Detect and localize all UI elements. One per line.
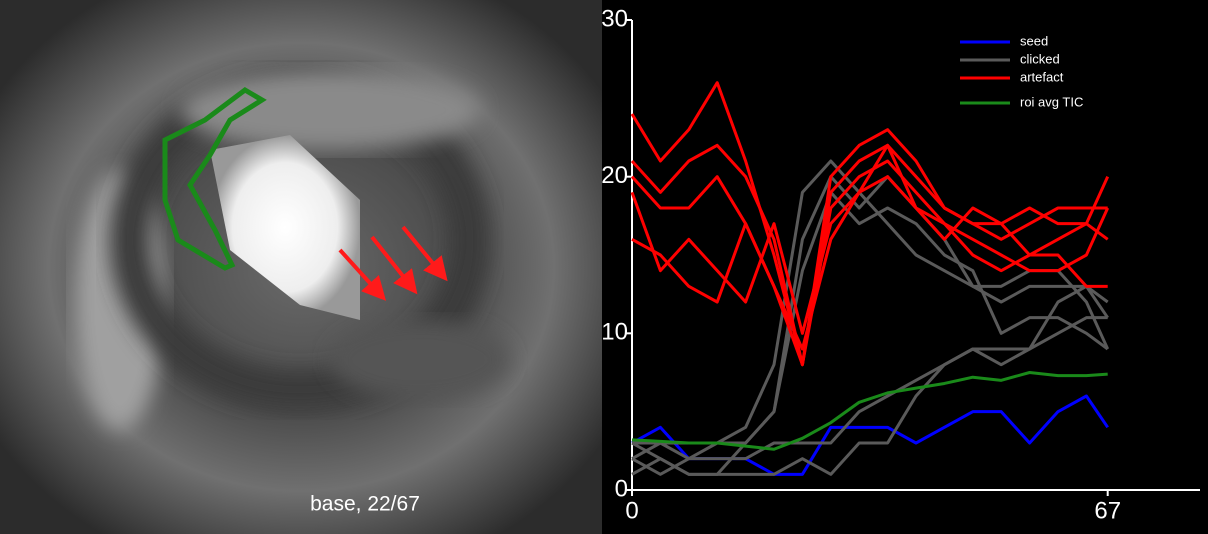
legend-label: roi avg TIC — [1020, 94, 1083, 109]
series-line — [630, 81, 1108, 367]
series-line — [632, 316, 1108, 461]
x-tick-label: 67 — [1094, 497, 1121, 524]
x-tick-label: 0 — [625, 497, 638, 524]
mri-image: base, 22/67 — [0, 0, 602, 534]
series-line — [631, 284, 1109, 476]
series-line — [631, 143, 1110, 351]
y-tick-label: 10 — [601, 319, 628, 346]
y-tick-label: 20 — [601, 162, 628, 189]
image-label: base, 22/67 — [310, 493, 420, 516]
y-tick-label: 0 — [615, 475, 628, 502]
series-line — [630, 175, 1110, 335]
series-line — [631, 371, 1108, 451]
legend-label: clicked — [1020, 51, 1060, 66]
series-line — [630, 143, 1108, 367]
legend-label: seed — [1020, 33, 1048, 48]
y-tick-label: 30 — [601, 5, 628, 32]
chart-background — [602, 0, 1208, 534]
legend-label: artefact — [1020, 69, 1064, 84]
